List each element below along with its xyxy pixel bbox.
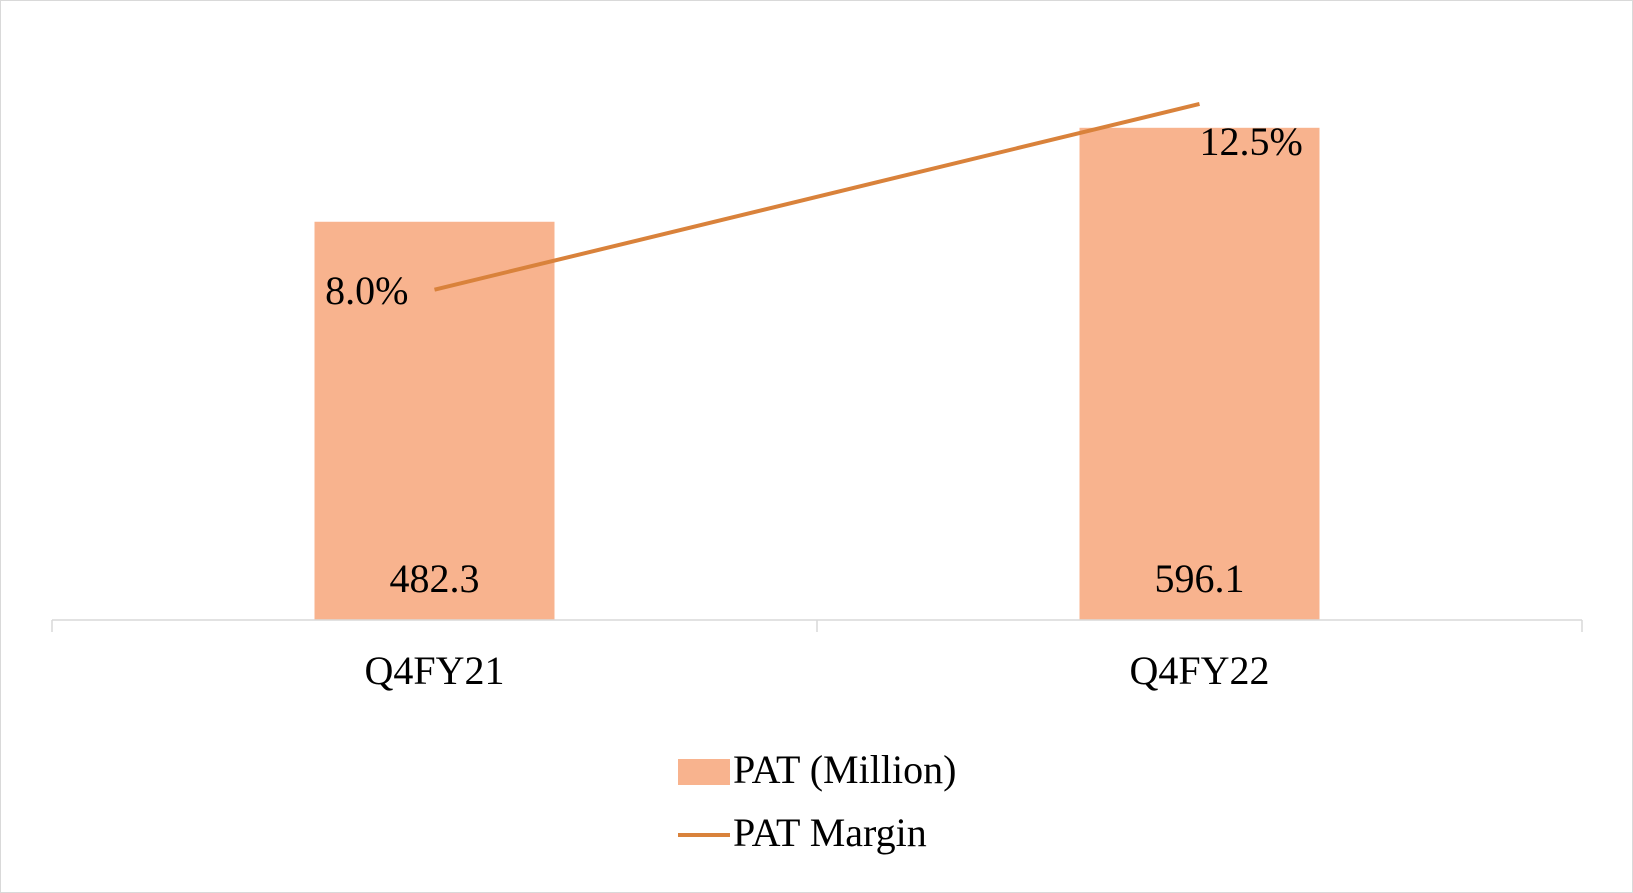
line-value-label: 8.0% [325,268,408,313]
legend-label: PAT (Million) [733,747,956,792]
x-tick-label: Q4FY22 [1129,648,1269,693]
bar-value-label: 482.3 [390,556,480,601]
bar-value-label: 596.1 [1155,556,1245,601]
legend-swatch [678,759,730,785]
line-value-label: 12.5% [1200,119,1303,164]
line-series [434,101,1200,292]
bar [1079,127,1320,620]
x-tick-label: Q4FY21 [364,648,504,693]
legend-label: PAT Margin [733,810,927,855]
